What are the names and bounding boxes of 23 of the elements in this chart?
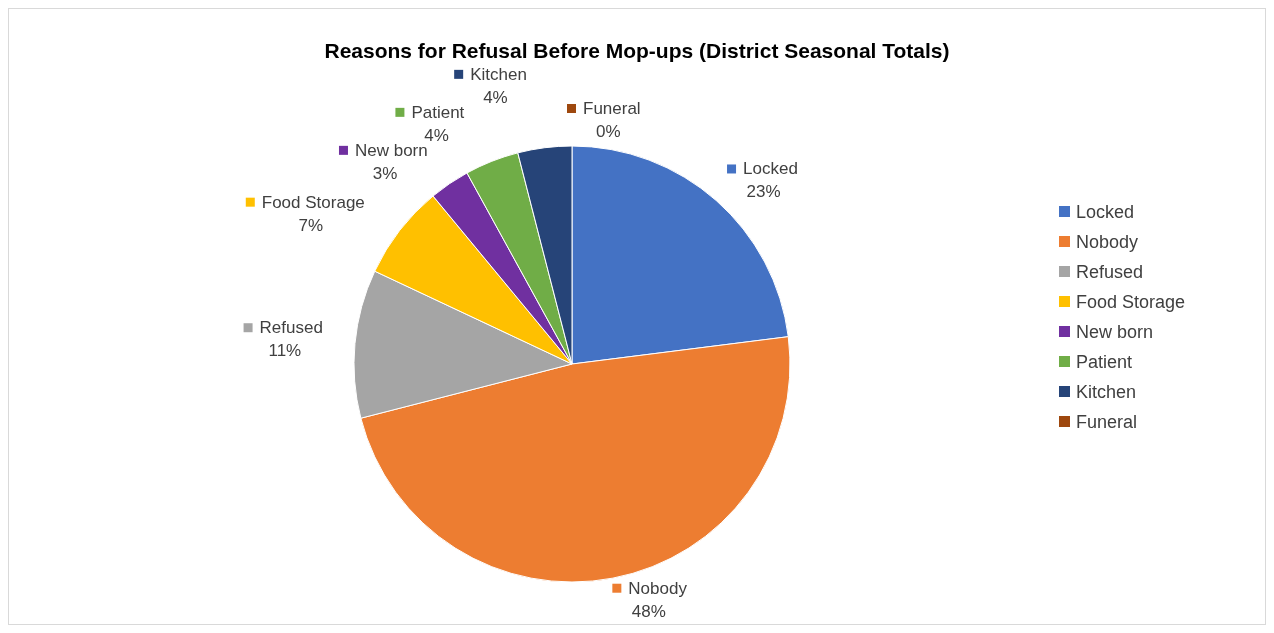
legend-label: Patient [411, 102, 465, 122]
data-label: 11% [268, 341, 302, 361]
data-label: 48% [631, 601, 666, 621]
category-label: New born [1075, 321, 1153, 342]
data-label: 4% [483, 87, 508, 107]
category-label: Locked [1075, 201, 1134, 222]
data-label: 7% [298, 215, 324, 235]
category-label: Nobody [1075, 231, 1138, 252]
category-label: Food Storage [1075, 291, 1185, 312]
legend-label: Kitchen [470, 64, 527, 84]
legend-label: Refused [259, 318, 323, 338]
data-label: 3% [372, 163, 398, 183]
category-label: Kitchen [1075, 381, 1136, 402]
text: 0% [595, 122, 621, 141]
chart-title: Reasons for Refusal Before Mop-ups (District Seasonal Totals) [323, 39, 951, 63]
data-label: 23% [746, 182, 781, 202]
legend-label: Funeral [1075, 410, 1137, 433]
category-label: Refused [1075, 261, 1143, 282]
legend-label: Locked [743, 159, 798, 179]
category-label: Patient [1075, 351, 1132, 372]
category-label: Funeral [583, 99, 641, 118]
legend-label: Nobody [628, 578, 688, 598]
legend-label: Food Storage [261, 192, 365, 212]
